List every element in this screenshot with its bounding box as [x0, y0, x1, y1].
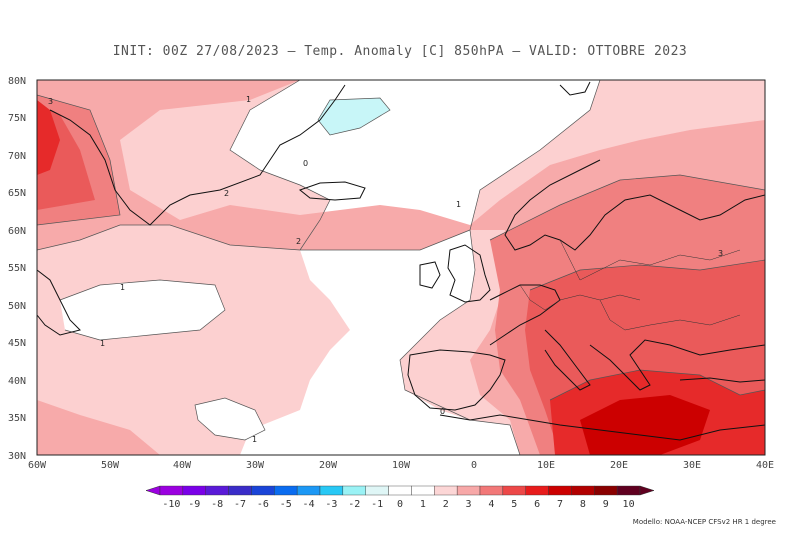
legend-swatch — [159, 485, 184, 496]
anomaly-zone-cold-greenland-sea — [318, 98, 390, 135]
anomaly-zone-warm-2-south — [37, 400, 160, 455]
latitude-label: 65N — [8, 188, 26, 199]
legend-swatch — [388, 485, 412, 496]
legend-swatch — [548, 485, 572, 496]
map-title: INIT: 00Z 27/08/2023 – Temp. Anomaly [C]… — [112, 44, 688, 59]
contour-label: 1 — [120, 283, 125, 292]
longitude-label: 30W — [246, 460, 265, 471]
legend-swatch — [571, 485, 595, 496]
legend-tick-label: -3 — [325, 499, 337, 510]
anomaly-zone-neutral-atlantic — [230, 80, 600, 455]
legend-tick-label: 10 — [623, 499, 635, 510]
legend-swatch — [479, 485, 504, 496]
legend-swatch — [274, 485, 298, 496]
legend-labels: -10 -9 -8 -7 -6 -5 -4 -3 -2 -1 0 1 2 3 4 5 6 7 8 9 10 — [162, 499, 634, 510]
legend-tick-label: 0 — [397, 499, 403, 510]
legend-tick-label: -4 — [303, 499, 315, 510]
legend-tick-label: 9 — [603, 499, 609, 510]
anomaly-zone-neutral-small — [333, 283, 353, 299]
latitude-label: 45N — [8, 338, 26, 349]
contour-label: 0 — [303, 159, 308, 168]
contour-label: 2 — [224, 189, 229, 198]
legend-tick-label: 8 — [580, 499, 586, 510]
latitude-label: 35N — [8, 413, 26, 424]
anomaly-zone-warm-5-nw — [37, 100, 60, 175]
legend-tick-label: 6 — [534, 499, 540, 510]
latitude-label: 70N — [8, 151, 26, 162]
legend-tick-label: 7 — [557, 499, 563, 510]
legend-tick-label: -8 — [211, 499, 223, 510]
contour-label: 0 — [440, 407, 445, 416]
coastlines — [37, 81, 765, 441]
contour-label: 1 — [100, 339, 105, 348]
longitude-label: 10E — [537, 460, 555, 471]
latitude-label: 60N — [8, 226, 26, 237]
contour-label: 1 — [456, 200, 461, 209]
legend-tick-label: -5 — [280, 499, 292, 510]
legend-swatch — [456, 485, 481, 496]
latitude-label: 75N — [8, 113, 26, 124]
longitude-label: 60W — [28, 460, 47, 471]
contour-label: 1 — [246, 95, 251, 104]
longitude-axis: 60W 50W 40W 30W 20W 10W 0 10E 20E 30E 40… — [28, 460, 774, 471]
legend-swatch — [365, 485, 389, 496]
latitude-label: 30N — [8, 451, 26, 462]
latitude-axis: 80N 75N 70N 65N 60N 55N 50N 45N 40N 35N … — [8, 76, 26, 462]
contour-label: 2 — [296, 237, 301, 246]
longitude-label: 40E — [756, 460, 774, 471]
longitude-label: 20W — [319, 460, 338, 471]
legend-arrow-high — [639, 485, 655, 496]
legend-swatch — [502, 485, 526, 496]
legend-swatch — [205, 485, 229, 496]
longitude-label: 40W — [173, 460, 192, 471]
legend-tick-label: 5 — [511, 499, 517, 510]
legend-swatch — [296, 485, 321, 496]
legend-swatch — [434, 485, 458, 496]
legend-swatch — [182, 485, 206, 496]
contour-label-group: 3 1 0 2 2 1 1 1 0 1 3 — [48, 95, 723, 444]
longitude-label: 10W — [392, 460, 411, 471]
latitude-label: 50N — [8, 301, 26, 312]
legend-swatch — [251, 485, 275, 496]
latitude-label: 80N — [8, 76, 26, 87]
legend-swatch — [594, 485, 618, 496]
anomaly-zone-neutral-azores — [195, 398, 265, 440]
legend-colorbar — [145, 485, 655, 496]
legend-arrow-low — [145, 485, 161, 496]
legend-tick-label: 3 — [466, 499, 472, 510]
country-borders — [519, 239, 741, 331]
contour-label: 3 — [48, 97, 53, 106]
longitude-label: 20E — [610, 460, 628, 471]
model-credit: Modello: NOAA-NCEP CFSv2 HR 1 degree — [632, 518, 776, 526]
contour-label: 3 — [718, 249, 723, 258]
contour-label: 1 — [252, 435, 257, 444]
anomaly-zone-neutral-labrador — [60, 280, 225, 340]
legend-tick-label: -1 — [371, 499, 383, 510]
legend-swatch — [525, 485, 549, 496]
legend-tick-label: 2 — [443, 499, 449, 510]
longitude-label: 50W — [101, 460, 120, 471]
legend-swatch — [616, 485, 641, 496]
legend-tick-label: 4 — [488, 499, 494, 510]
legend-swatch — [411, 485, 435, 496]
legend-tick-label: -2 — [348, 499, 360, 510]
latitude-label: 40N — [8, 376, 26, 387]
legend-tick-label: -9 — [188, 499, 200, 510]
legend-tick-label: -7 — [234, 499, 246, 510]
legend-swatch — [228, 485, 252, 496]
latitude-label: 55N — [8, 263, 26, 274]
legend-swatch — [342, 485, 366, 496]
longitude-label: 0 — [471, 460, 477, 471]
legend-swatch — [319, 485, 344, 496]
legend-tick-label: 1 — [420, 499, 426, 510]
legend-tick-label: -10 — [162, 499, 180, 510]
longitude-label: 30E — [683, 460, 701, 471]
map-frame — [36, 79, 766, 456]
legend-tick-label: -6 — [257, 499, 269, 510]
